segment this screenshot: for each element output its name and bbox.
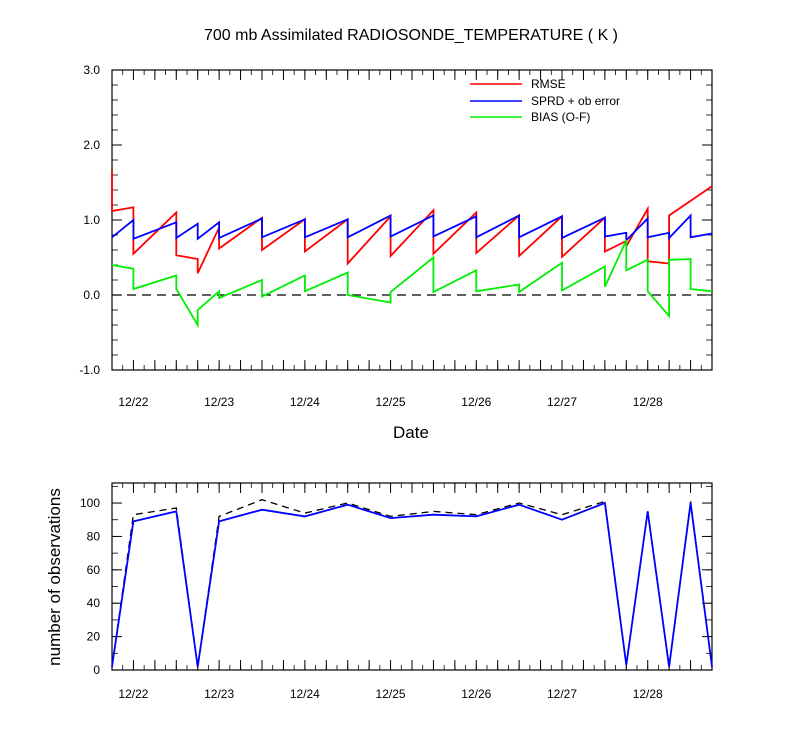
x-tick-label: 12/28 [633,687,663,701]
series-line-bias-o-f [111,239,713,329]
x-tick-label: 12/24 [290,395,320,409]
x-tick-label: 12/26 [461,395,491,409]
legend: RMSE SPRD + ob error BIAS (O-F) [470,77,620,124]
x-tick-label: 12/22 [118,395,148,409]
x-tick-label: 12/23 [204,687,234,701]
legend-sprd-label: SPRD + ob error [531,94,620,108]
y-tick-label: 20 [87,630,101,644]
legend-rmse-label: RMSE [531,77,566,91]
y-tick-label: -1.0 [79,363,100,377]
x-tick-label: 12/22 [118,687,148,701]
y-tick-label: 1.0 [83,213,100,227]
x-tick-label: 12/28 [633,395,663,409]
x-tick-label: 12/23 [204,395,234,409]
y-tick-label: 0 [93,663,100,677]
series-line-rmse [111,171,713,274]
x-tick-label: 12/25 [376,687,406,701]
y-tick-label: 60 [87,563,101,577]
y-tick-label: 3.0 [83,63,100,77]
series-line-used [111,501,713,667]
legend-bias-label: BIAS (O-F) [531,110,590,124]
x-tick-label: 12/26 [461,687,491,701]
y-tick-label: 80 [87,529,101,543]
top-x-axis-label: Date [393,423,429,442]
chart-title: 700 mb Assimilated RADIOSONDE_TEMPERATUR… [204,27,618,44]
x-tick-label: 12/25 [376,395,406,409]
y-tick-label: 2.0 [83,138,100,152]
panel-observations: 0 20 40 60 80 100 12/22 12/23 12/24 12/25 12/26 12/… [80,482,713,701]
x-tick-label: 12/27 [547,687,577,701]
plot-frame [111,69,713,371]
x-tick-label: 12/24 [290,687,320,701]
bottom-y-axis-label: number of observations [45,488,64,666]
y-tick-label: 40 [87,596,101,610]
series-line-sprd-ob-error [111,213,713,243]
panel-stats: -1.0 0.0 1.0 2.0 3.0 12/22 12/23 12/24 12/25 12/2… [79,63,713,409]
y-tick-label: 100 [80,496,100,510]
y-tick-label: 0.0 [83,288,100,302]
x-tick-label: 12/27 [547,395,577,409]
